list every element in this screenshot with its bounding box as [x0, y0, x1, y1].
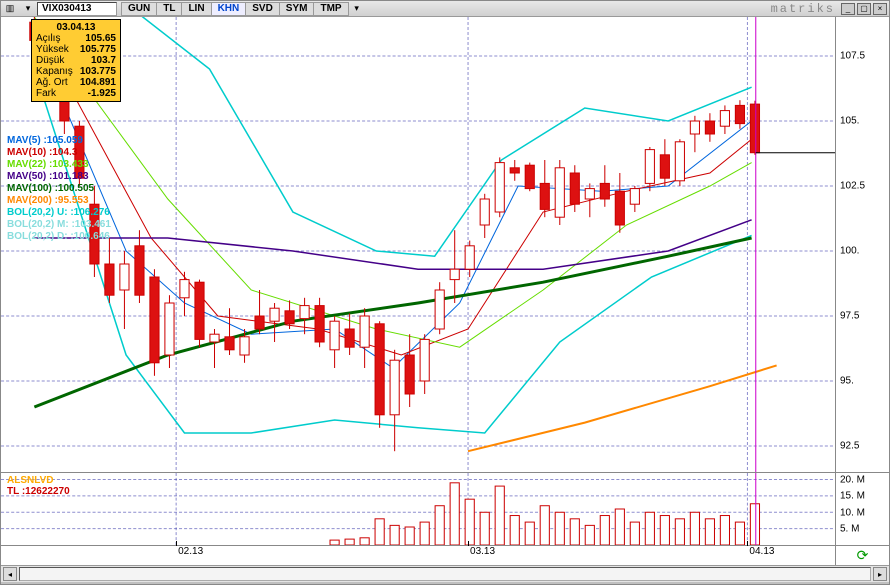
y-axis: 92.5 95. 97.5 100. 102.5 105. 107.5 5. M 10. M 1…: [835, 17, 889, 565]
indicator-label: MAV(10) :104.3: [7, 147, 111, 159]
period-tabs: GUNTLLINKHNSVDSYMTMP: [121, 2, 348, 16]
y-tick-label: 102.5: [840, 181, 865, 192]
indicator-label: MAV(100) :100.505: [7, 183, 111, 195]
indicator-label: MAV(22) :103.433: [7, 159, 111, 171]
indicator-label: BOL(20,2) U: :106.276: [7, 207, 111, 219]
vol-tick-label: 20. M: [840, 474, 865, 485]
minimize-button[interactable]: _: [841, 3, 855, 15]
indicator-legend: MAV(5) :105.059MAV(10) :104.3MAV(22) :10…: [7, 135, 111, 243]
indicator-label: BOL(20,2) D: :100.646: [7, 231, 111, 243]
scroll-track[interactable]: [19, 567, 871, 581]
vol-tick-label: 15. M: [840, 491, 865, 502]
close-button[interactable]: ×: [873, 3, 887, 15]
tooltip-row: Ağ. Ort104.891: [36, 77, 116, 88]
y-tick-label: 100.: [840, 246, 859, 257]
indicator-label: MAV(50) :101.183: [7, 171, 111, 183]
y-tick-label: 92.5: [840, 441, 859, 452]
time-tick-label: 03.13: [468, 546, 495, 557]
tooltip-row: Kapanış103.775: [36, 66, 116, 77]
indicator-label: BOL(20,2) M: :103.461: [7, 219, 111, 231]
horizontal-scrollbar[interactable]: ◂ ▸: [1, 565, 889, 582]
scroll-right-button[interactable]: ▸: [873, 567, 887, 581]
ohlc-tooltip: 03.04.13 Açılış105.65Yüksek105.775Düşük1…: [31, 19, 121, 102]
tooltip-row: Düşük103.7: [36, 55, 116, 66]
volume-label: ALSNLVD: [7, 475, 70, 486]
y-tick-label: 95.: [840, 376, 854, 387]
volume-legend: ALSNLVDTL :12622270: [7, 475, 70, 497]
price-pane[interactable]: 03.04.13 Açılış105.65Yüksek105.775Düşük1…: [1, 17, 835, 472]
tooltip-row: Açılış105.65: [36, 33, 116, 44]
time-tick-label: 02.13: [176, 546, 203, 557]
brand-label: matriks: [771, 2, 835, 16]
y-tick-label: 105.: [840, 116, 859, 127]
tab-tl[interactable]: TL: [156, 2, 182, 16]
tab-sym[interactable]: SYM: [279, 2, 315, 16]
volume-pane[interactable]: ALSNLVDTL :12622270: [1, 472, 835, 545]
volume-label: TL :12622270: [7, 486, 70, 497]
y-tick-label: 107.5: [840, 51, 865, 62]
tooltip-row: Fark-1.925: [36, 88, 116, 99]
tab-dropdown-icon[interactable]: ▾: [350, 2, 364, 16]
vol-tick-label: 10. M: [840, 507, 865, 518]
refresh-icon[interactable]: ⟳: [857, 547, 869, 564]
indicator-label: MAV(5) :105.059: [7, 135, 111, 147]
app-icon: ▥: [3, 2, 17, 16]
y-tick-label: 97.5: [840, 311, 859, 322]
vol-tick-label: 5. M: [840, 524, 859, 535]
tooltip-date: 03.04.13: [36, 22, 116, 33]
tooltip-row: Yüksek105.775: [36, 44, 116, 55]
tab-svd[interactable]: SVD: [245, 2, 280, 16]
scroll-left-button[interactable]: ◂: [3, 567, 17, 581]
indicator-label: MAV(200) :95.553: [7, 195, 111, 207]
time-axis: 02.13 03.13 04.13: [1, 545, 835, 565]
dropdown-icon[interactable]: ▾: [21, 2, 35, 16]
symbol-input[interactable]: VIX030413: [37, 2, 117, 16]
toolbar: ▥ ▾ VIX030413 GUNTLLINKHNSVDSYMTMP ▾ mat…: [1, 1, 889, 17]
tab-gun[interactable]: GUN: [121, 2, 157, 16]
tab-khn[interactable]: KHN: [211, 2, 247, 16]
maximize-button[interactable]: ▢: [857, 3, 871, 15]
chart-area: 03.04.13 Açılış105.65Yüksek105.775Düşük1…: [1, 17, 889, 565]
tab-tmp[interactable]: TMP: [313, 2, 348, 16]
time-tick-label: 04.13: [747, 546, 774, 557]
tab-lin[interactable]: LIN: [181, 2, 211, 16]
